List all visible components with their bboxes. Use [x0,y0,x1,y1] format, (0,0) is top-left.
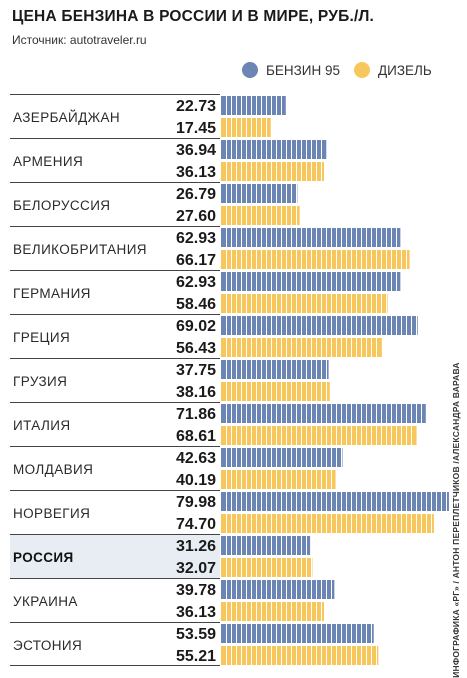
bar-diesel-3 [221,206,300,225]
legend-swatch-diesel [354,62,370,78]
bar-benzin-7 [221,360,329,379]
legend-item-diesel: ДИЗЕЛЬ [354,62,432,78]
highlight-row [10,534,220,578]
bar-benzin-12 [221,580,335,599]
country-group-13: ЭСТОНИЯ 53.59 55.21 [10,622,379,665]
bar-benzin-13 [221,624,374,643]
bar-diesel-5 [221,294,388,313]
infographic-credit: ИНФОГРАФИКА «РГ» / АНТОН ПЕРЕПЛЕТЧИКОВ /… [451,362,461,678]
category-label: ИТАЛИЯ [13,418,71,433]
country-group-6: ГРЕЦИЯ 69.02 56.43 [10,314,418,357]
legend-label-diesel: ДИЗЕЛЬ [378,62,432,78]
value-label-diesel: 40.19 [176,472,216,489]
chart-title: ЦЕНА БЕНЗИНА В РОССИИ И В МИРЕ, РУБ./Л. [12,8,375,25]
category-label: БЕЛОРУССИЯ [13,198,110,213]
bar-benzin-11 [221,536,311,555]
category-label: УКРАИНА [13,594,78,609]
bar-diesel-10 [221,514,434,533]
value-label-diesel: 55.21 [176,648,216,665]
category-label: ЭСТОНИЯ [13,638,82,653]
country-group-10: НОРВЕГИЯ 79.98 74.70 [10,490,449,533]
value-label-benzin: 37.75 [176,362,216,379]
country-group-12: УКРАИНА 39.78 36.13 [10,578,335,621]
bar-diesel-7 [221,382,330,401]
bar-benzin-8 [221,404,426,423]
value-label-benzin: 69.02 [176,318,216,335]
legend-item-benzin: БЕНЗИН 95 [242,62,340,78]
bar-benzin-5 [221,272,401,291]
bar-diesel-9 [221,470,336,489]
value-label-benzin: 42.63 [176,450,216,467]
country-group-1: АЗЕРБАЙДЖАН 22.73 17.45 [10,94,286,137]
legend-label-benzin: БЕНЗИН 95 [266,62,340,78]
bar-diesel-8 [221,426,417,445]
bar-benzin-4 [221,228,401,247]
value-label-diesel: 36.13 [176,164,216,181]
value-label-benzin: 39.78 [176,582,216,599]
value-label-diesel: 32.07 [176,560,216,577]
value-label-benzin: 71.86 [176,406,216,423]
category-label: АРМЕНИЯ [13,154,83,169]
value-label-diesel: 38.16 [176,384,216,401]
country-group-3: БЕЛОРУССИЯ 26.79 27.60 [10,182,300,225]
value-label-benzin: 53.59 [176,626,216,643]
value-label-diesel: 56.43 [176,340,216,357]
bar-benzin-3 [221,184,298,203]
category-label: РОССИЯ [13,550,74,565]
bar-diesel-1 [221,118,271,137]
value-label-diesel: 68.61 [176,428,216,445]
category-label: ВЕЛИКОБРИТАНИЯ [13,242,147,257]
value-label-benzin: 31.26 [176,538,216,555]
value-label-diesel: 74.70 [176,516,216,533]
source-note: Источник: autotraveler.ru [12,33,147,47]
category-label: ГРУЗИЯ [13,374,67,389]
legend: БЕНЗИН 95 ДИЗЕЛЬ [242,60,446,80]
value-label-benzin: 62.93 [176,274,216,291]
category-label: МОЛДАВИЯ [13,462,93,477]
bar-benzin-1 [221,96,286,115]
value-label-diesel: 17.45 [176,120,216,137]
country-group-2: АРМЕНИЯ 36.94 36.13 [10,138,327,181]
country-group-9: МОЛДАВИЯ 42.63 40.19 [10,446,343,489]
category-label: НОРВЕГИЯ [13,506,90,521]
legend-swatch-benzin [242,62,258,78]
value-label-benzin: 79.98 [176,494,216,511]
value-label-benzin: 22.73 [176,98,216,115]
value-label-diesel: 36.13 [176,604,216,621]
value-label-benzin: 36.94 [176,142,216,159]
bar-diesel-4 [221,250,410,269]
country-group-8: ИТАЛИЯ 71.86 68.61 [10,402,426,445]
country-group-4: ВЕЛИКОБРИТАНИЯ 62.93 66.17 [10,226,410,269]
value-label-benzin: 26.79 [176,186,216,203]
bar-benzin-6 [221,316,418,335]
bar-benzin-10 [221,492,449,511]
value-label-diesel: 58.46 [176,296,216,313]
country-group-11: РОССИЯ 31.26 32.07 [10,534,313,578]
value-label-diesel: 66.17 [176,252,216,269]
country-group-5: ГЕРМАНИЯ 62.93 58.46 [10,270,401,313]
value-label-benzin: 62.93 [176,230,216,247]
category-label: АЗЕРБАЙДЖАН [13,110,120,125]
country-group-7: ГРУЗИЯ 37.75 38.16 [10,358,330,401]
bar-benzin-2 [221,140,327,159]
category-label: ГРЕЦИЯ [13,330,70,345]
value-label-diesel: 27.60 [176,208,216,225]
category-label: ГЕРМАНИЯ [13,286,91,301]
bar-diesel-13 [221,646,379,665]
